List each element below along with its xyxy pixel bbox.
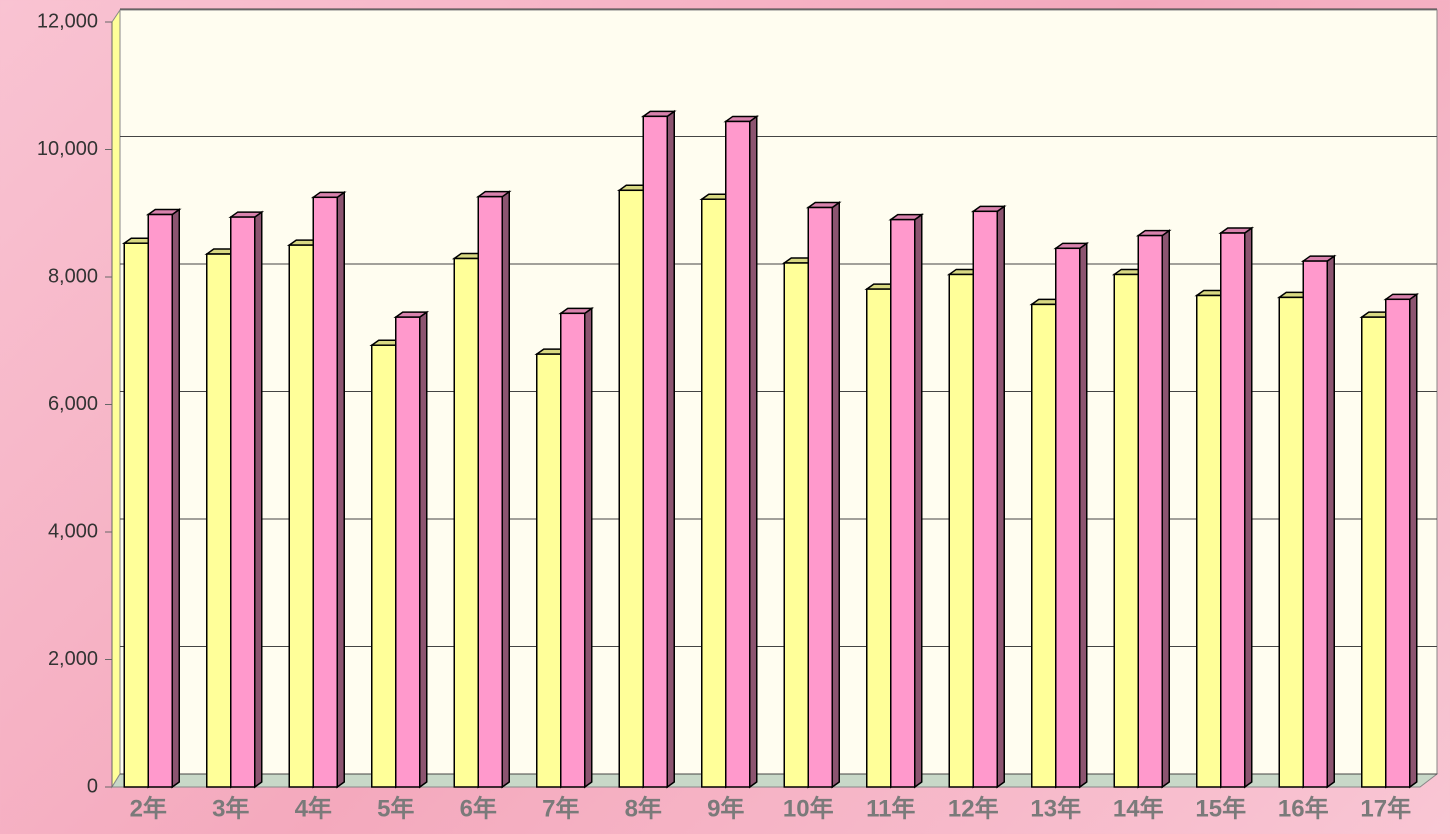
x-tick-label: 17年	[1360, 794, 1411, 822]
bar-front	[866, 288, 892, 788]
x-tick-label: 10年	[783, 794, 834, 822]
x-tick-label: 14年	[1113, 794, 1164, 822]
x-tick-label: 6年	[460, 794, 497, 822]
bar-side	[419, 310, 428, 789]
y-tick-label: 12,000	[37, 10, 98, 32]
bar	[805, 201, 842, 789]
y-tick-label: 10,000	[37, 138, 98, 160]
bar-front	[1055, 247, 1081, 788]
bar-front	[1031, 303, 1057, 788]
bar-front	[1137, 234, 1163, 788]
bar-front	[1113, 273, 1139, 788]
bar-front	[560, 312, 586, 788]
bar-side	[584, 306, 593, 789]
bar	[1053, 241, 1090, 789]
bar-front	[206, 253, 232, 788]
bar	[1135, 229, 1172, 789]
bar	[723, 114, 760, 789]
y-tick-label: 4,000	[48, 520, 98, 542]
bar-front	[972, 210, 998, 788]
bar-side	[749, 114, 758, 789]
bar-front	[312, 196, 338, 788]
bar-side	[1326, 254, 1335, 789]
x-tick-label: 11年	[866, 794, 915, 822]
bar-front	[1278, 296, 1304, 788]
bar	[640, 109, 677, 789]
bar-side	[254, 210, 263, 789]
bar	[1218, 226, 1255, 789]
bar-side	[1161, 229, 1170, 789]
bar	[1383, 292, 1420, 789]
x-tick-label: 12年	[948, 794, 999, 822]
bar-side	[831, 201, 840, 789]
y-tick-label: 0	[87, 775, 98, 797]
bar-front	[395, 316, 421, 788]
bar	[475, 190, 512, 789]
bar	[228, 210, 265, 789]
bar-side	[1079, 241, 1088, 789]
x-tick-label: 7年	[542, 794, 579, 822]
bar	[888, 213, 925, 789]
bar-side	[501, 190, 510, 789]
bar-side	[336, 190, 345, 789]
x-tick-label: 15年	[1195, 794, 1246, 822]
x-tick-label: 9年	[707, 794, 744, 822]
bar-side	[1409, 292, 1418, 789]
bar-front	[948, 273, 974, 788]
bar-front	[371, 344, 397, 788]
bar-front	[1302, 260, 1328, 788]
bar-front	[807, 206, 833, 788]
bar-front	[783, 262, 809, 788]
bar-front	[477, 195, 503, 788]
x-tick-label: 2年	[130, 794, 167, 822]
bar-front	[701, 198, 727, 788]
bar-front	[288, 244, 314, 788]
bar-front	[230, 216, 256, 788]
y-tick-label: 6,000	[48, 393, 98, 415]
side-wall	[111, 8, 121, 789]
x-tick-label: 8年	[625, 794, 662, 822]
x-tick-label: 4年	[295, 794, 332, 822]
bar	[970, 204, 1007, 789]
bar-front	[618, 189, 644, 788]
bar-front	[536, 353, 562, 788]
bar-front	[1385, 298, 1411, 788]
bar-front	[890, 218, 916, 788]
bar	[1300, 254, 1337, 789]
bar	[393, 310, 430, 789]
bar-front	[123, 242, 149, 788]
bar-front	[725, 120, 751, 788]
bar-side	[171, 208, 180, 789]
bar	[310, 190, 347, 789]
bar-front	[642, 115, 668, 788]
bar-front	[147, 213, 173, 788]
bar-side	[996, 204, 1005, 789]
bar-front	[1196, 294, 1222, 788]
bar-side	[1244, 226, 1253, 789]
bar	[145, 208, 182, 789]
x-tick-label: 5年	[377, 794, 414, 822]
bar-front	[1220, 232, 1246, 788]
y-tick-label: 8,000	[48, 265, 98, 287]
bar-front	[453, 257, 479, 788]
x-tick-label: 16年	[1278, 794, 1329, 822]
x-tick-label: 3年	[212, 794, 249, 822]
bar-side	[666, 109, 675, 789]
x-tick-label: 13年	[1030, 794, 1081, 822]
bar-front	[1361, 316, 1387, 788]
bar-side	[914, 213, 923, 789]
y-tick-label: 2,000	[48, 648, 98, 670]
bar	[558, 306, 595, 789]
